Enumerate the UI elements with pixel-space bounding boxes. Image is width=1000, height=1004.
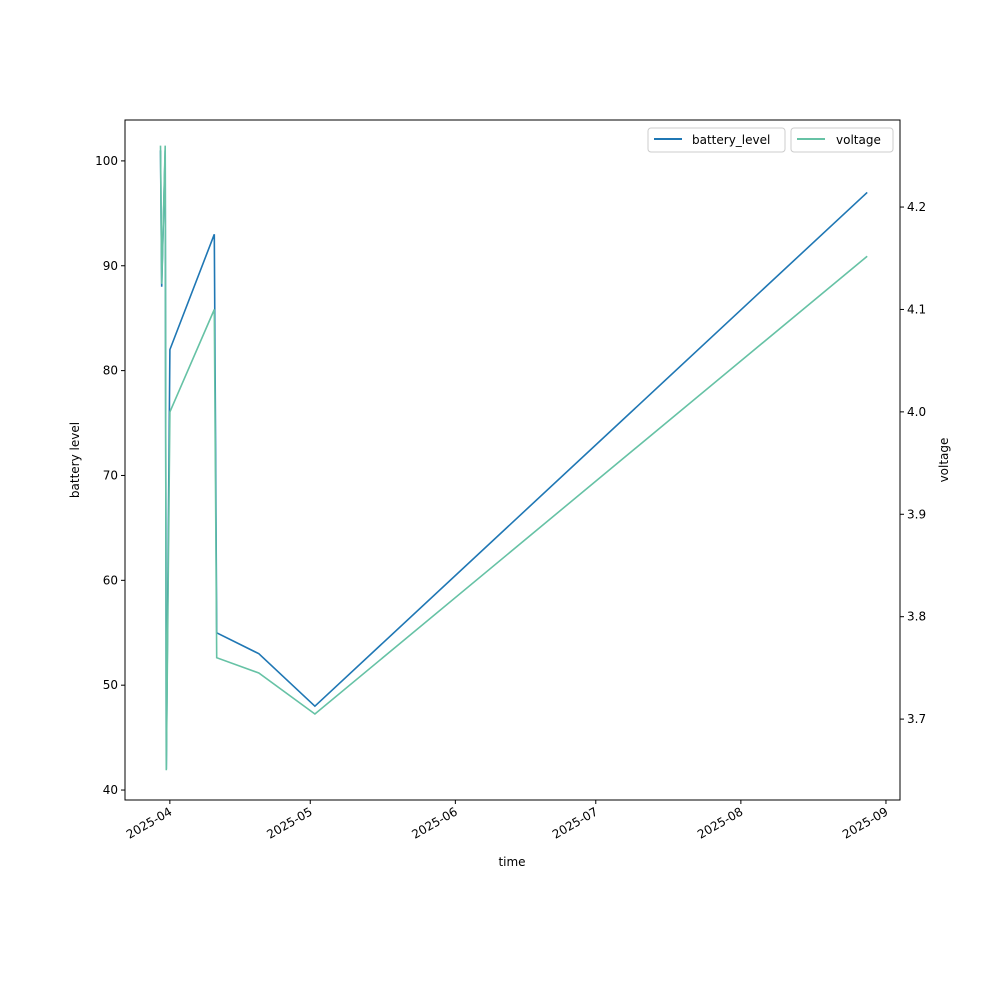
y-left-tick-label: 40 [103,783,118,797]
y-left-tick-label: 70 [103,468,118,482]
y-right-tick-label: 4.0 [907,405,926,419]
x-tick-label: 2025-06 [409,804,459,841]
plot-frame [124,119,901,801]
y-left-tick-label: 90 [103,259,118,273]
y-right-tick-label: 3.7 [907,712,926,726]
y-right-tick-label: 3.8 [907,610,926,624]
y-right-tick-label: 4.1 [907,302,926,316]
y-left-tick-label: 100 [95,154,118,168]
x-axis-label: time [498,855,525,869]
legend-battery-label: battery_level [692,133,770,147]
x-tick-label: 2025-07 [550,804,600,841]
y-axis-left-label: battery level [68,422,82,498]
y-axis-right-label: voltage [937,438,951,483]
series-line-battery_level [159,150,868,770]
y-right-tick-label: 4.2 [907,200,926,214]
x-tick-label: 2025-08 [695,804,745,841]
y-left-tick-label: 50 [103,678,118,692]
y-right-tick-label: 3.9 [907,507,926,521]
legend-battery: battery_level [647,127,786,153]
legend-voltage-label: voltage [836,133,881,147]
x-tick-label: 2025-04 [124,804,174,841]
x-tick-label: 2025-09 [840,804,890,841]
x-tick-label: 2025-05 [264,804,314,841]
legend-voltage: voltage [790,127,894,153]
series-line-voltage [159,145,868,771]
y-left-tick-label: 80 [103,364,118,378]
y-left-tick-label: 60 [103,573,118,587]
